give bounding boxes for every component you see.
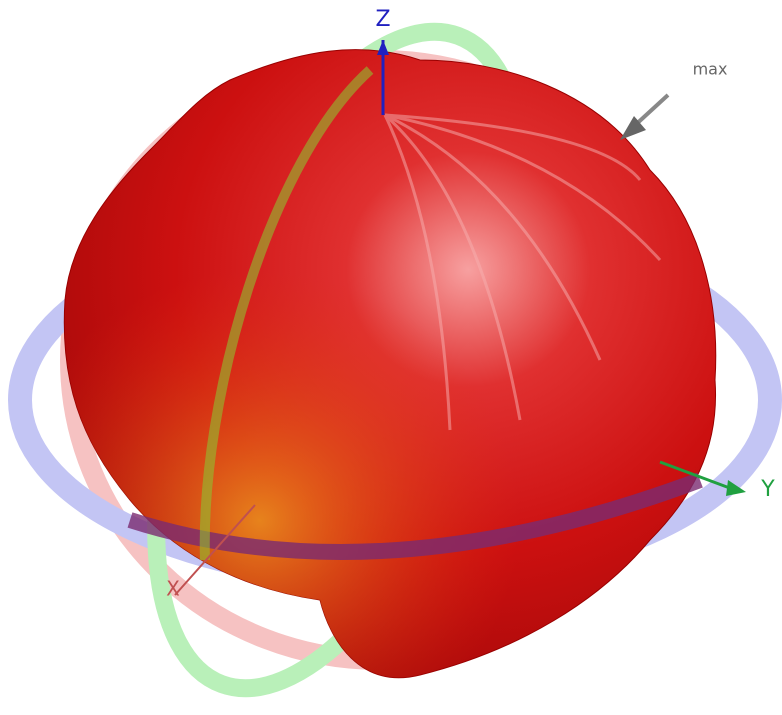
- pattern-ribs: [383, 113, 662, 431]
- x-label: X: [166, 577, 180, 601]
- z-arrow: [377, 40, 389, 55]
- z-label: Z: [375, 7, 390, 32]
- y-label: Y: [760, 477, 775, 502]
- ring-yz-front: [199, 66, 374, 561]
- max-label: max: [693, 60, 728, 79]
- x-axis: [174, 504, 256, 596]
- y-arrow: [726, 480, 746, 496]
- y-axis: [659, 460, 736, 492]
- max-arrow-head: [620, 116, 646, 140]
